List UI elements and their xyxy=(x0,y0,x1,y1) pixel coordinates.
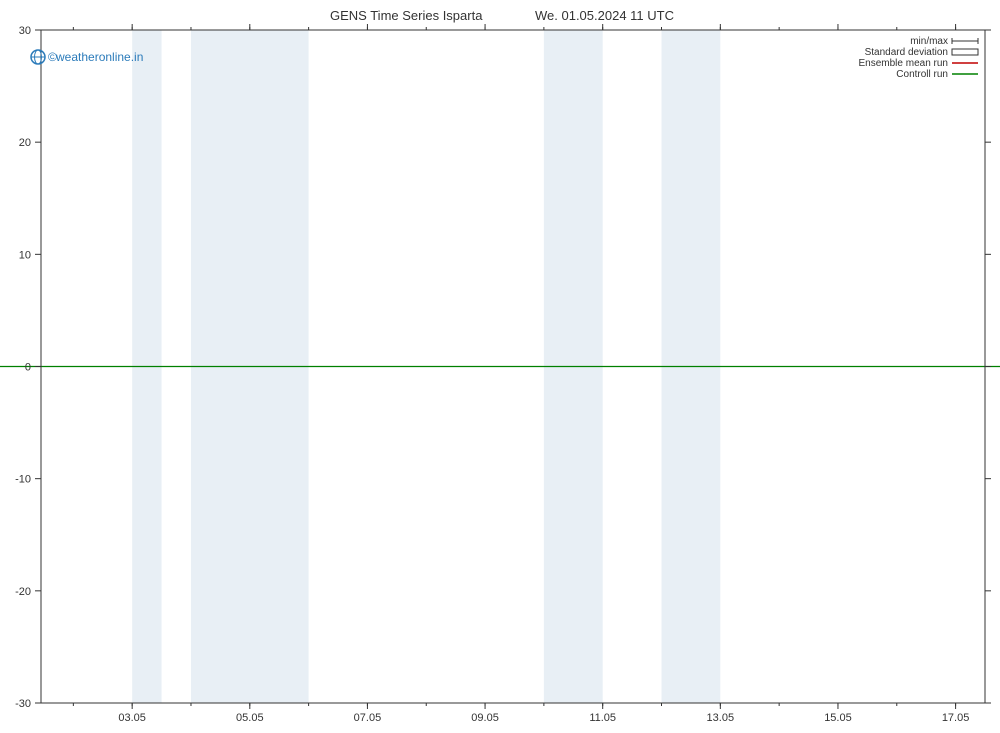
x-tick-label: 07.05 xyxy=(354,712,382,724)
chart-svg: -30 -20 -10 0 10 20 30 03.05 05.05 07.05 09.05 11.0… xyxy=(0,0,1000,733)
legend-swatch-box xyxy=(952,49,978,55)
y-tick-label: 30 xyxy=(19,25,31,37)
chart-title-right: We. 01.05.2024 11 UTC xyxy=(535,8,674,23)
x-tick-label: 03.05 xyxy=(118,712,146,724)
y-tick-label: 0 xyxy=(25,362,31,374)
legend-label: min/max xyxy=(910,36,948,47)
y-tick-label: -30 xyxy=(15,698,31,710)
y-tick-label: -20 xyxy=(15,586,31,598)
x-tick-label: 11.05 xyxy=(589,712,616,724)
y-tick-label: -10 xyxy=(15,474,31,486)
y-tick-label: 20 xyxy=(19,137,31,149)
legend-label: Controll run xyxy=(896,69,948,80)
x-tick-label: 15.05 xyxy=(824,712,852,724)
legend-label: Standard deviation xyxy=(865,47,948,58)
legend-label: Ensemble mean run xyxy=(859,58,949,69)
watermark-text: weatheronline.in xyxy=(55,50,143,64)
y-tick-label: 10 xyxy=(19,249,31,261)
chart-container: -30 -20 -10 0 10 20 30 03.05 05.05 07.05 09.05 11.0… xyxy=(0,0,1000,733)
x-tick-label: 13.05 xyxy=(707,712,735,724)
chart-title-left: GENS Time Series Isparta xyxy=(330,8,483,23)
x-tick-label: 17.05 xyxy=(942,712,970,724)
x-tick-label: 09.05 xyxy=(471,712,499,724)
x-tick-label: 05.05 xyxy=(236,712,264,724)
